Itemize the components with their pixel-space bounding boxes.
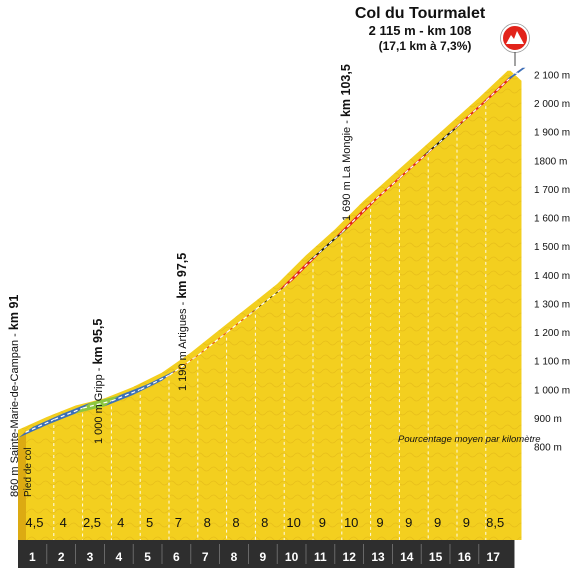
gradient-label-km-13: 9 bbox=[376, 515, 383, 530]
ribbon-segment-km-12 bbox=[334, 197, 379, 238]
ribbon-centerline-km-8 bbox=[226, 308, 257, 333]
km-label-16: 16 bbox=[458, 550, 472, 564]
km-label-3: 3 bbox=[87, 550, 94, 564]
ribbon-centerline-km-7 bbox=[197, 331, 228, 356]
km-label-2: 2 bbox=[58, 550, 65, 564]
km-label-10: 10 bbox=[285, 550, 299, 564]
ribbon-segment-km-8 bbox=[219, 303, 264, 338]
y-tick-1300: 1 300 m bbox=[534, 299, 570, 310]
gradient-label-km-10: 10 bbox=[286, 515, 300, 530]
km-label-4: 4 bbox=[115, 550, 122, 564]
average-gradient-note: Pourcentage moyen par kilomètre bbox=[398, 434, 541, 445]
gradient-label-km-11: 9 bbox=[319, 515, 326, 530]
ribbon-centerline-km-6 bbox=[169, 354, 199, 376]
gradient-label-km-4: 4 bbox=[117, 515, 124, 530]
y-tick-1800: 1800 m bbox=[534, 156, 567, 167]
gradient-label-km-15: 9 bbox=[434, 515, 441, 530]
y-tick-1600: 1 600 m bbox=[534, 214, 570, 225]
profile-area bbox=[18, 70, 522, 540]
annotation-sainte-marie-place: 860 m Sainte-Marie-de-Campan - bbox=[9, 330, 21, 497]
y-tick-800: 800 m bbox=[534, 443, 562, 454]
y-tick-1200: 1 200 m bbox=[534, 328, 570, 339]
km-label-6: 6 bbox=[173, 550, 180, 564]
km-label-15: 15 bbox=[429, 550, 443, 564]
ribbon-centerline-km-3 bbox=[82, 400, 113, 409]
gradient-label-km-17: 8,5 bbox=[486, 515, 504, 530]
gradient-label-km-8: 8 bbox=[232, 515, 239, 530]
ribbon-centerline-km-5 bbox=[140, 374, 170, 390]
gradient-label-km-7: 8 bbox=[204, 515, 211, 530]
gradient-label-km-9: 8 bbox=[261, 515, 268, 530]
annotation-sainte-marie-sub: Pied de col bbox=[23, 448, 34, 497]
annotation-la-mongie-km: km 103,5 bbox=[339, 64, 353, 117]
km-label-12: 12 bbox=[343, 550, 357, 564]
y-tick-2100: 2 100 m bbox=[534, 71, 570, 82]
ribbon-centerline-km-9 bbox=[255, 285, 286, 310]
profile-relief-texture bbox=[18, 70, 522, 540]
y-tick-2000: 2 000 m bbox=[534, 99, 570, 110]
km-label-7: 7 bbox=[202, 550, 209, 564]
km-dividers bbox=[53, 105, 487, 540]
annotation-gripp-km: km 95,5 bbox=[91, 319, 105, 365]
km-label-1: 1 bbox=[29, 550, 36, 564]
km-band-background bbox=[18, 540, 515, 568]
chart-title: Col du Tourmalet bbox=[355, 5, 486, 22]
ribbon-centerline-km-1 bbox=[25, 418, 55, 433]
annotation-sainte-marie: 860 m Sainte-Marie-de-Campan - km 91 bbox=[7, 295, 21, 497]
summit-altitude-km: 2 115 m - km 108 bbox=[369, 23, 472, 38]
y-tick-1400: 1 400 m bbox=[534, 271, 570, 282]
ribbon-segment-km-15 bbox=[421, 120, 465, 158]
gradient-label-km-12: 10 bbox=[344, 515, 358, 530]
gradient-label-km-2: 4 bbox=[60, 515, 67, 530]
km-label-14: 14 bbox=[400, 550, 414, 564]
y-axis-ticks: 800 m 900 m 1 000 m 1 100 m 1 200 m 1 300 m 1 … bbox=[534, 71, 570, 454]
ribbon-segment-km-14 bbox=[392, 146, 437, 184]
ribbon-segment-km-10 bbox=[277, 252, 321, 292]
annotation-gripp: 1 000 m Gripp - km 95,5 bbox=[91, 319, 105, 444]
y-tick-900: 900 m bbox=[534, 414, 562, 425]
gradient-label-km-3: 2,5 bbox=[83, 515, 101, 530]
km-label-9: 9 bbox=[259, 550, 266, 564]
ribbon-segment-km-11 bbox=[306, 226, 350, 264]
ribbon-centerline-km-4 bbox=[111, 388, 141, 402]
y-tick-1700: 1 700 m bbox=[534, 185, 570, 196]
annotation-la-mongie: 1 690 m La Mongie - km 103,5 bbox=[339, 64, 353, 221]
ribbon-segment-km-9 bbox=[248, 280, 293, 315]
annotation-artigues-km: km 97,5 bbox=[175, 253, 189, 299]
km-label-5: 5 bbox=[144, 550, 151, 564]
km-label-13: 13 bbox=[371, 550, 385, 564]
km-axis-band: 1 2 3 4 5 6 7 8 9 10 11 12 13 14 15 16 17 bbox=[18, 540, 515, 568]
climb-length-gradient: (17,1 km à 7,3%) bbox=[379, 39, 472, 53]
km-label-11: 11 bbox=[314, 550, 327, 564]
gradient-label-km-1: 4,5 bbox=[25, 515, 43, 530]
gradient-label-km-16: 9 bbox=[463, 515, 470, 530]
summit-marker-icon bbox=[500, 23, 530, 66]
ribbon-segment-km-13 bbox=[363, 172, 408, 209]
annotation-artigues: 1 190 m Artigues - km 97,5 bbox=[175, 253, 189, 391]
gradient-labels: 4,5 4 2,5 4 5 7 8 8 8 10 9 10 9 9 9 9 8,5 bbox=[25, 515, 504, 530]
y-tick-1000: 1 000 m bbox=[534, 385, 570, 396]
ribbon-centerline-km-2 bbox=[54, 407, 84, 421]
ribbon-segment-km-16 bbox=[450, 94, 494, 132]
gradient-label-km-14: 9 bbox=[405, 515, 412, 530]
gradient-label-km-6: 7 bbox=[175, 515, 182, 530]
annotation-la-mongie-place: 1 690 m La Mongie - bbox=[341, 117, 353, 221]
y-tick-1500: 1 500 m bbox=[534, 242, 570, 253]
annotation-sainte-marie-km: km 91 bbox=[7, 295, 21, 330]
km-label-8: 8 bbox=[231, 550, 238, 564]
y-tick-1900: 1 900 m bbox=[534, 128, 570, 139]
profile-top-ribbon bbox=[18, 67, 526, 438]
gradient-label-km-5: 5 bbox=[146, 515, 153, 530]
annotations: 860 m Sainte-Marie-de-Campan - km 91Pied… bbox=[7, 64, 353, 497]
y-tick-1100: 1 100 m bbox=[534, 357, 570, 368]
km-label-17: 17 bbox=[487, 550, 501, 564]
annotation-gripp-place: 1 000 m Gripp - bbox=[93, 365, 105, 444]
annotation-artigues-place: 1 190 m Artigues - bbox=[177, 299, 189, 391]
profile-side-face bbox=[18, 429, 26, 540]
ribbon-segment-km-7 bbox=[190, 326, 235, 361]
